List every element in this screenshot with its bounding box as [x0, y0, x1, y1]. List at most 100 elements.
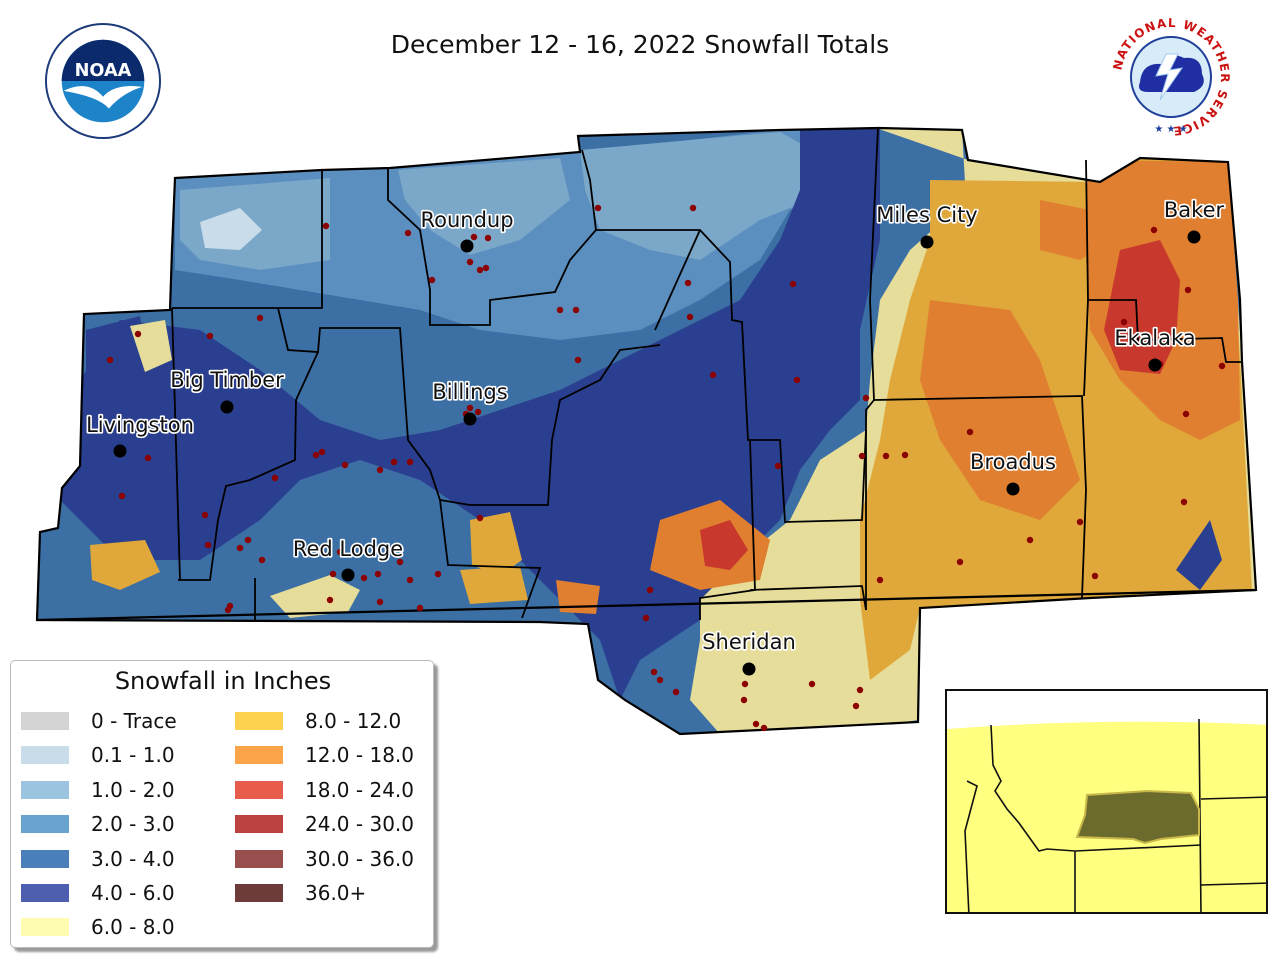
observation-dot — [760, 724, 768, 732]
observation-dot — [484, 234, 492, 242]
snowfall-patch-8-12-c — [90, 540, 160, 590]
observation-dot — [774, 462, 782, 470]
inset-map-svg — [947, 718, 1266, 912]
observation-dot — [341, 461, 349, 469]
observation-dot — [476, 266, 484, 274]
county-line — [596, 229, 867, 523]
snowfall-band-18-24-south — [700, 520, 748, 570]
observation-dot — [1182, 410, 1190, 418]
noaa-logo-text: NOAA — [75, 61, 132, 81]
observation-dot — [686, 313, 694, 321]
observation-dot — [236, 544, 244, 552]
observation-dot — [740, 696, 748, 704]
inset-nd-sd-line — [1200, 796, 1266, 800]
legend-label: 3.0 - 4.0 — [91, 847, 175, 871]
city-marker-miles-city — [920, 235, 934, 249]
city-marker-roundup — [460, 239, 474, 253]
observation-dot — [256, 314, 264, 322]
observation-dot — [852, 702, 860, 710]
snowfall-patch-8-12-b — [460, 566, 528, 604]
observation-points — [106, 204, 1226, 732]
legend-item: 4.0 - 6.0 — [21, 880, 175, 906]
svg-text:★ ★ ★: ★ ★ ★ — [1154, 124, 1187, 135]
city-label-baker: Baker — [1164, 198, 1225, 222]
observation-dot — [1150, 226, 1158, 234]
observation-dot — [1091, 572, 1099, 580]
legend-item: 0 - Trace — [21, 708, 177, 734]
observation-dot — [789, 280, 797, 288]
observation-dot — [206, 332, 214, 340]
observation-dot — [204, 541, 212, 549]
observation-dot — [134, 330, 142, 338]
observation-dot — [376, 598, 384, 606]
county-line — [1083, 299, 1089, 397]
legend-item: 36.0+ — [235, 880, 366, 906]
observation-dot — [470, 233, 478, 241]
observation-dot — [106, 356, 114, 364]
nws-logo: NATIONAL WEATHER SERVICE ★ ★ ★ — [1110, 16, 1231, 138]
observation-dot — [1218, 362, 1226, 370]
legend-swatch — [235, 884, 283, 902]
observation-dot — [474, 408, 482, 416]
legend-label: 18.0 - 24.0 — [305, 778, 414, 802]
legend-label: 36.0+ — [305, 881, 367, 905]
legend-item: 6.0 - 8.0 — [21, 914, 175, 940]
observation-dot — [312, 451, 320, 459]
city-marker-red-lodge — [341, 568, 355, 582]
legend-swatch — [21, 712, 69, 730]
observation-dot — [1076, 518, 1084, 526]
inset-west-line — [964, 780, 978, 912]
observation-dot — [416, 604, 424, 612]
observation-dot — [360, 574, 368, 582]
legend-label: 2.0 - 3.0 — [91, 812, 175, 836]
city-label-broadus: Broadus — [970, 450, 1056, 474]
legend-label: 12.0 - 18.0 — [305, 743, 414, 767]
observation-dot — [1026, 536, 1034, 544]
observation-dot — [224, 606, 232, 614]
observation-dot — [650, 668, 658, 676]
observation-dot — [1180, 498, 1188, 506]
observation-dot — [689, 204, 697, 212]
legend-item: 1.0 - 2.0 — [21, 777, 175, 803]
legend-item: 2.0 - 3.0 — [21, 811, 175, 837]
observation-dot — [876, 576, 884, 584]
legend-swatch — [235, 712, 283, 730]
observation-dot — [966, 428, 974, 436]
county-line — [873, 395, 1087, 599]
legend-label: 1.0 - 2.0 — [91, 778, 175, 802]
inset-idaho-montana-line — [990, 724, 1076, 852]
inset-locator-map — [945, 689, 1268, 914]
city-marker-baker — [1187, 230, 1201, 244]
observation-dot — [752, 720, 760, 728]
legend: Snowfall in Inches 0 - Trace 0.1 - 1.0 1… — [10, 660, 434, 948]
legend-swatch — [235, 781, 283, 799]
county-line — [439, 499, 542, 619]
city-marker-billings — [463, 412, 477, 426]
snowfall-patch-6-8-redlodge — [270, 575, 360, 618]
city-label-roundup: Roundup — [420, 208, 513, 232]
legend-label: 8.0 - 12.0 — [305, 709, 402, 733]
observation-dot — [466, 258, 474, 266]
legend-label: 30.0 - 36.0 — [305, 847, 414, 871]
observation-dot — [901, 451, 909, 459]
observation-dot — [404, 229, 412, 237]
city-markers: Roundup Miles City Baker Big Timber Bill… — [85, 196, 1226, 676]
observation-dot — [684, 279, 692, 287]
observation-dot — [858, 452, 866, 460]
legend-title: Snowfall in Inches — [114, 667, 332, 695]
observation-dot — [482, 264, 490, 272]
observation-dot — [808, 680, 816, 688]
snowfall-patch-4-6-east — [1176, 520, 1222, 590]
county-line — [178, 351, 319, 581]
snowfall-patch-8-12-a — [470, 512, 522, 576]
city-label-billings: Billings — [432, 380, 507, 404]
observation-dot — [329, 570, 337, 578]
observation-dot — [336, 548, 344, 556]
observation-dot — [396, 558, 404, 566]
legend-swatch — [21, 850, 69, 868]
legend-swatch — [235, 815, 283, 833]
inset-montana-wyoming-line — [1074, 844, 1202, 852]
inset-sd-ne-line — [1200, 882, 1266, 886]
legend-swatch — [235, 850, 283, 868]
county-line — [171, 307, 181, 581]
